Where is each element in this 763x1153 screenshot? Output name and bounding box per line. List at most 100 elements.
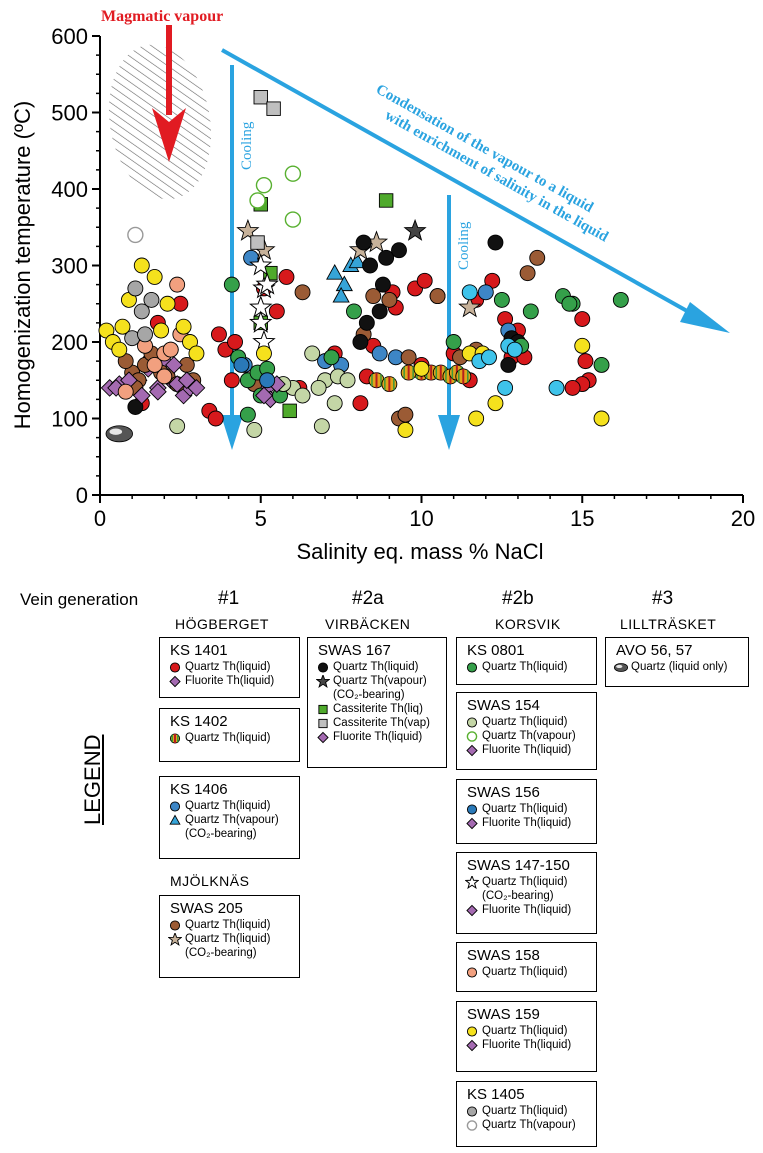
cooling-arrow-2-head xyxy=(438,415,460,450)
data-point xyxy=(284,165,302,182)
data-point xyxy=(207,410,224,427)
data-point xyxy=(169,418,186,435)
legend-box-ks1405: KS 1405 Quartz Th(liquid) Quartz Th(vapo… xyxy=(456,1081,597,1147)
data-point xyxy=(255,176,273,194)
legend-box-avo: AVO 56, 57 Quartz (liquid only) xyxy=(605,637,749,687)
legend-marker xyxy=(466,662,478,673)
magmatic-label: Magmatic vapour xyxy=(101,8,223,25)
data-point xyxy=(461,284,478,301)
data-point xyxy=(236,218,260,241)
diamond-marker-icon xyxy=(168,675,182,688)
legend-entry: Quartz Th(liquid) xyxy=(465,966,596,979)
box-title: SWAS 167 xyxy=(318,642,391,659)
data-point xyxy=(223,276,240,293)
legend-entry: Quartz Th(liquid) xyxy=(168,800,299,813)
legend-marker xyxy=(466,731,478,742)
data-point xyxy=(593,410,610,427)
box-title: SWAS 205 xyxy=(170,900,243,917)
diamond-marker-icon xyxy=(465,904,479,917)
legend-marker xyxy=(466,1039,478,1052)
cooling-label-2: Cooling xyxy=(456,221,472,270)
y-tick-label: 500 xyxy=(51,101,88,126)
cooling-label-1: Cooling xyxy=(239,121,255,170)
data-point xyxy=(187,379,206,397)
box-title: SWAS 154 xyxy=(467,697,540,714)
data-point xyxy=(117,383,134,400)
data-point xyxy=(159,295,176,312)
legend-entry: Quartz Th(liquid) xyxy=(168,933,299,946)
open-circle-marker-icon xyxy=(465,730,479,743)
x-axis-label: Salinity eq. mass % NaCl xyxy=(297,539,544,564)
legend-marker xyxy=(465,876,479,889)
data-point xyxy=(378,193,394,208)
data-point xyxy=(326,263,344,280)
data-point xyxy=(177,371,196,390)
data-point xyxy=(278,269,295,285)
data-point xyxy=(255,386,273,405)
y-tick-label: 100 xyxy=(51,407,88,432)
data-point xyxy=(165,356,183,374)
data-point xyxy=(593,357,610,373)
data-point xyxy=(143,291,160,308)
x-tick-label: 5 xyxy=(255,506,267,531)
circle-marker-icon xyxy=(465,1105,479,1118)
loc-hogberget: HÖGBERGET xyxy=(175,616,269,632)
circle-marker-icon xyxy=(168,661,182,674)
loc-virbacken: VIRBÄCKEN xyxy=(325,616,411,632)
y-tick-label: 200 xyxy=(51,330,88,355)
cooling-arrow-1-head xyxy=(221,415,243,450)
legend-box-ks0801: KS 0801 Quartz Th(liquid) xyxy=(456,637,597,685)
legend-box-swas154: SWAS 154 Quartz Th(liquid) Quartz Th(vap… xyxy=(456,692,597,770)
data-point xyxy=(332,286,350,303)
diamond-marker-icon xyxy=(465,817,479,830)
legend-marker xyxy=(466,804,478,815)
legend-box-swas167: SWAS 167 Quartz Th(liquid) Quartz Th(vap… xyxy=(307,637,447,768)
data-point xyxy=(468,410,485,427)
box-title: AVO 56, 57 xyxy=(616,642,693,659)
square-marker-icon xyxy=(316,703,330,716)
data-point xyxy=(211,326,227,343)
data-point xyxy=(249,192,266,209)
data-point xyxy=(371,345,388,362)
legend-box-ks1406: KS 1406 Quartz Th(liquid) Quartz Th(vapo… xyxy=(159,776,300,859)
box-title: SWAS 147-150 xyxy=(467,857,570,874)
data-point xyxy=(371,303,388,320)
legend-entry: Quartz Th(vapour) xyxy=(168,814,299,827)
gen-1-label: #1 xyxy=(218,588,240,609)
data-point xyxy=(153,322,170,339)
data-point xyxy=(127,280,144,297)
data-point xyxy=(381,291,398,308)
data-point xyxy=(259,372,276,389)
legend-entry: (CO₂-bearing) xyxy=(185,947,257,959)
legend-box-ks1401: KS 1401 Quartz Th(liquid) Fluorite Th(li… xyxy=(159,637,300,698)
y-axis-label: Homogenization temperature (ºC) xyxy=(10,101,35,429)
data-point xyxy=(137,326,153,343)
legend-entry: Quartz Th(liquid) xyxy=(465,803,596,816)
star-marker-icon xyxy=(316,675,330,688)
star-marker-icon xyxy=(168,933,182,946)
gen-2b-label: #2b xyxy=(502,588,534,609)
circle-marker-icon xyxy=(168,919,182,932)
data-point xyxy=(339,372,356,389)
data-point xyxy=(416,272,433,289)
data-point xyxy=(111,341,128,358)
legend-marker xyxy=(169,733,181,744)
data-point xyxy=(304,345,321,362)
data-point xyxy=(266,101,281,116)
legend-box-swas159: SWAS 159 Quartz Th(liquid) Fluorite Th(l… xyxy=(456,1001,597,1072)
legend-entry: Quartz Th(liquid) xyxy=(465,876,596,889)
data-point xyxy=(477,284,494,301)
legend-entry: (CO₂-bearing) xyxy=(333,689,405,701)
legend-marker xyxy=(466,717,478,728)
condensation-arrow xyxy=(221,48,713,327)
box-title: SWAS 159 xyxy=(467,1006,540,1023)
legend-entry: Quartz Th(liquid) xyxy=(316,661,446,674)
diamond-marker-icon xyxy=(316,731,330,744)
data-point xyxy=(348,252,366,269)
data-point xyxy=(175,318,192,335)
data-point xyxy=(268,303,285,320)
data-point xyxy=(352,395,369,412)
data-point xyxy=(365,288,382,305)
data-point xyxy=(169,276,186,293)
data-point xyxy=(481,349,497,366)
